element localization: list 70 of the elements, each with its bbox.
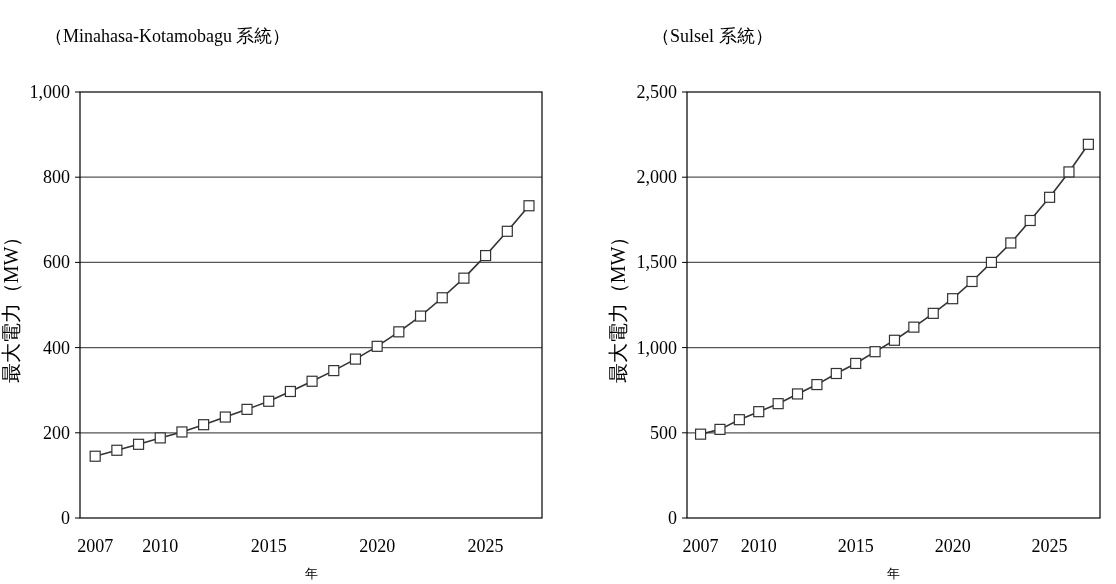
point xyxy=(198,419,210,431)
point xyxy=(714,423,726,435)
point xyxy=(458,272,470,284)
point xyxy=(908,321,920,333)
point xyxy=(1024,214,1036,227)
point xyxy=(772,398,784,410)
point xyxy=(328,365,340,377)
x-tick-label: 2015 xyxy=(837,536,874,556)
point xyxy=(414,310,427,322)
x-tick-label: 2010 xyxy=(142,536,179,556)
point xyxy=(869,346,881,358)
point xyxy=(263,395,275,407)
y-tick-label: 1,000 xyxy=(636,337,677,358)
x-tick-label: 2010 xyxy=(740,536,777,556)
y-axis-title: 最大電力（MW） xyxy=(0,226,22,384)
point xyxy=(694,428,707,440)
x-tick-label: 2025 xyxy=(1031,536,1068,556)
y-axis-title: 最大電力（MW） xyxy=(607,226,629,384)
y-tick-label: 1,000 xyxy=(29,82,70,102)
y-tick-label: 0 xyxy=(668,508,677,528)
point xyxy=(966,275,978,288)
point xyxy=(753,406,765,418)
y-tick-label: 2,000 xyxy=(636,167,677,188)
point xyxy=(306,375,318,387)
x-tick-label: 2020 xyxy=(359,536,396,556)
point xyxy=(501,225,513,237)
point xyxy=(219,411,231,423)
point xyxy=(985,256,998,268)
x-tick-label: 2015 xyxy=(250,536,287,556)
point xyxy=(111,444,123,456)
point xyxy=(154,432,166,444)
point xyxy=(791,388,804,400)
point xyxy=(850,357,862,370)
point xyxy=(371,340,383,352)
chart-title: （Minahasa-Kotamobagu 系統） xyxy=(45,26,291,46)
point xyxy=(284,385,296,398)
x-axis-title: 年 xyxy=(887,566,900,581)
y-tick-label: 2,500 xyxy=(636,82,677,102)
point xyxy=(1043,191,1056,203)
y-tick-label: 0 xyxy=(61,508,70,528)
point xyxy=(132,438,145,450)
y-tick-label: 800 xyxy=(43,167,70,188)
y-tick-label: 600 xyxy=(43,252,70,273)
x-axis-title: 年 xyxy=(304,566,318,581)
point xyxy=(480,249,492,262)
point xyxy=(927,307,939,319)
point xyxy=(1005,237,1017,249)
y-tick-label: 1,500 xyxy=(636,252,677,273)
point xyxy=(1082,138,1094,150)
point xyxy=(1063,166,1075,178)
point xyxy=(830,367,842,380)
chart-title: （Sulsel 系統） xyxy=(652,26,773,46)
point xyxy=(436,292,448,304)
point xyxy=(89,450,101,462)
point xyxy=(241,403,253,415)
y-tick-label: 200 xyxy=(43,422,70,443)
point xyxy=(349,353,362,365)
point xyxy=(523,200,535,212)
point xyxy=(947,293,959,305)
x-tick-label: 2020 xyxy=(934,536,971,556)
point xyxy=(811,378,823,391)
x-tick-label: 2025 xyxy=(467,536,504,556)
y-tick-label: 400 xyxy=(43,337,70,358)
point xyxy=(733,414,745,426)
y-tick-label: 500 xyxy=(650,422,677,443)
point xyxy=(888,334,901,346)
x-tick-label: 2007 xyxy=(682,536,719,556)
point xyxy=(393,326,405,338)
point xyxy=(176,426,188,438)
x-tick-label: 2007 xyxy=(77,536,114,556)
